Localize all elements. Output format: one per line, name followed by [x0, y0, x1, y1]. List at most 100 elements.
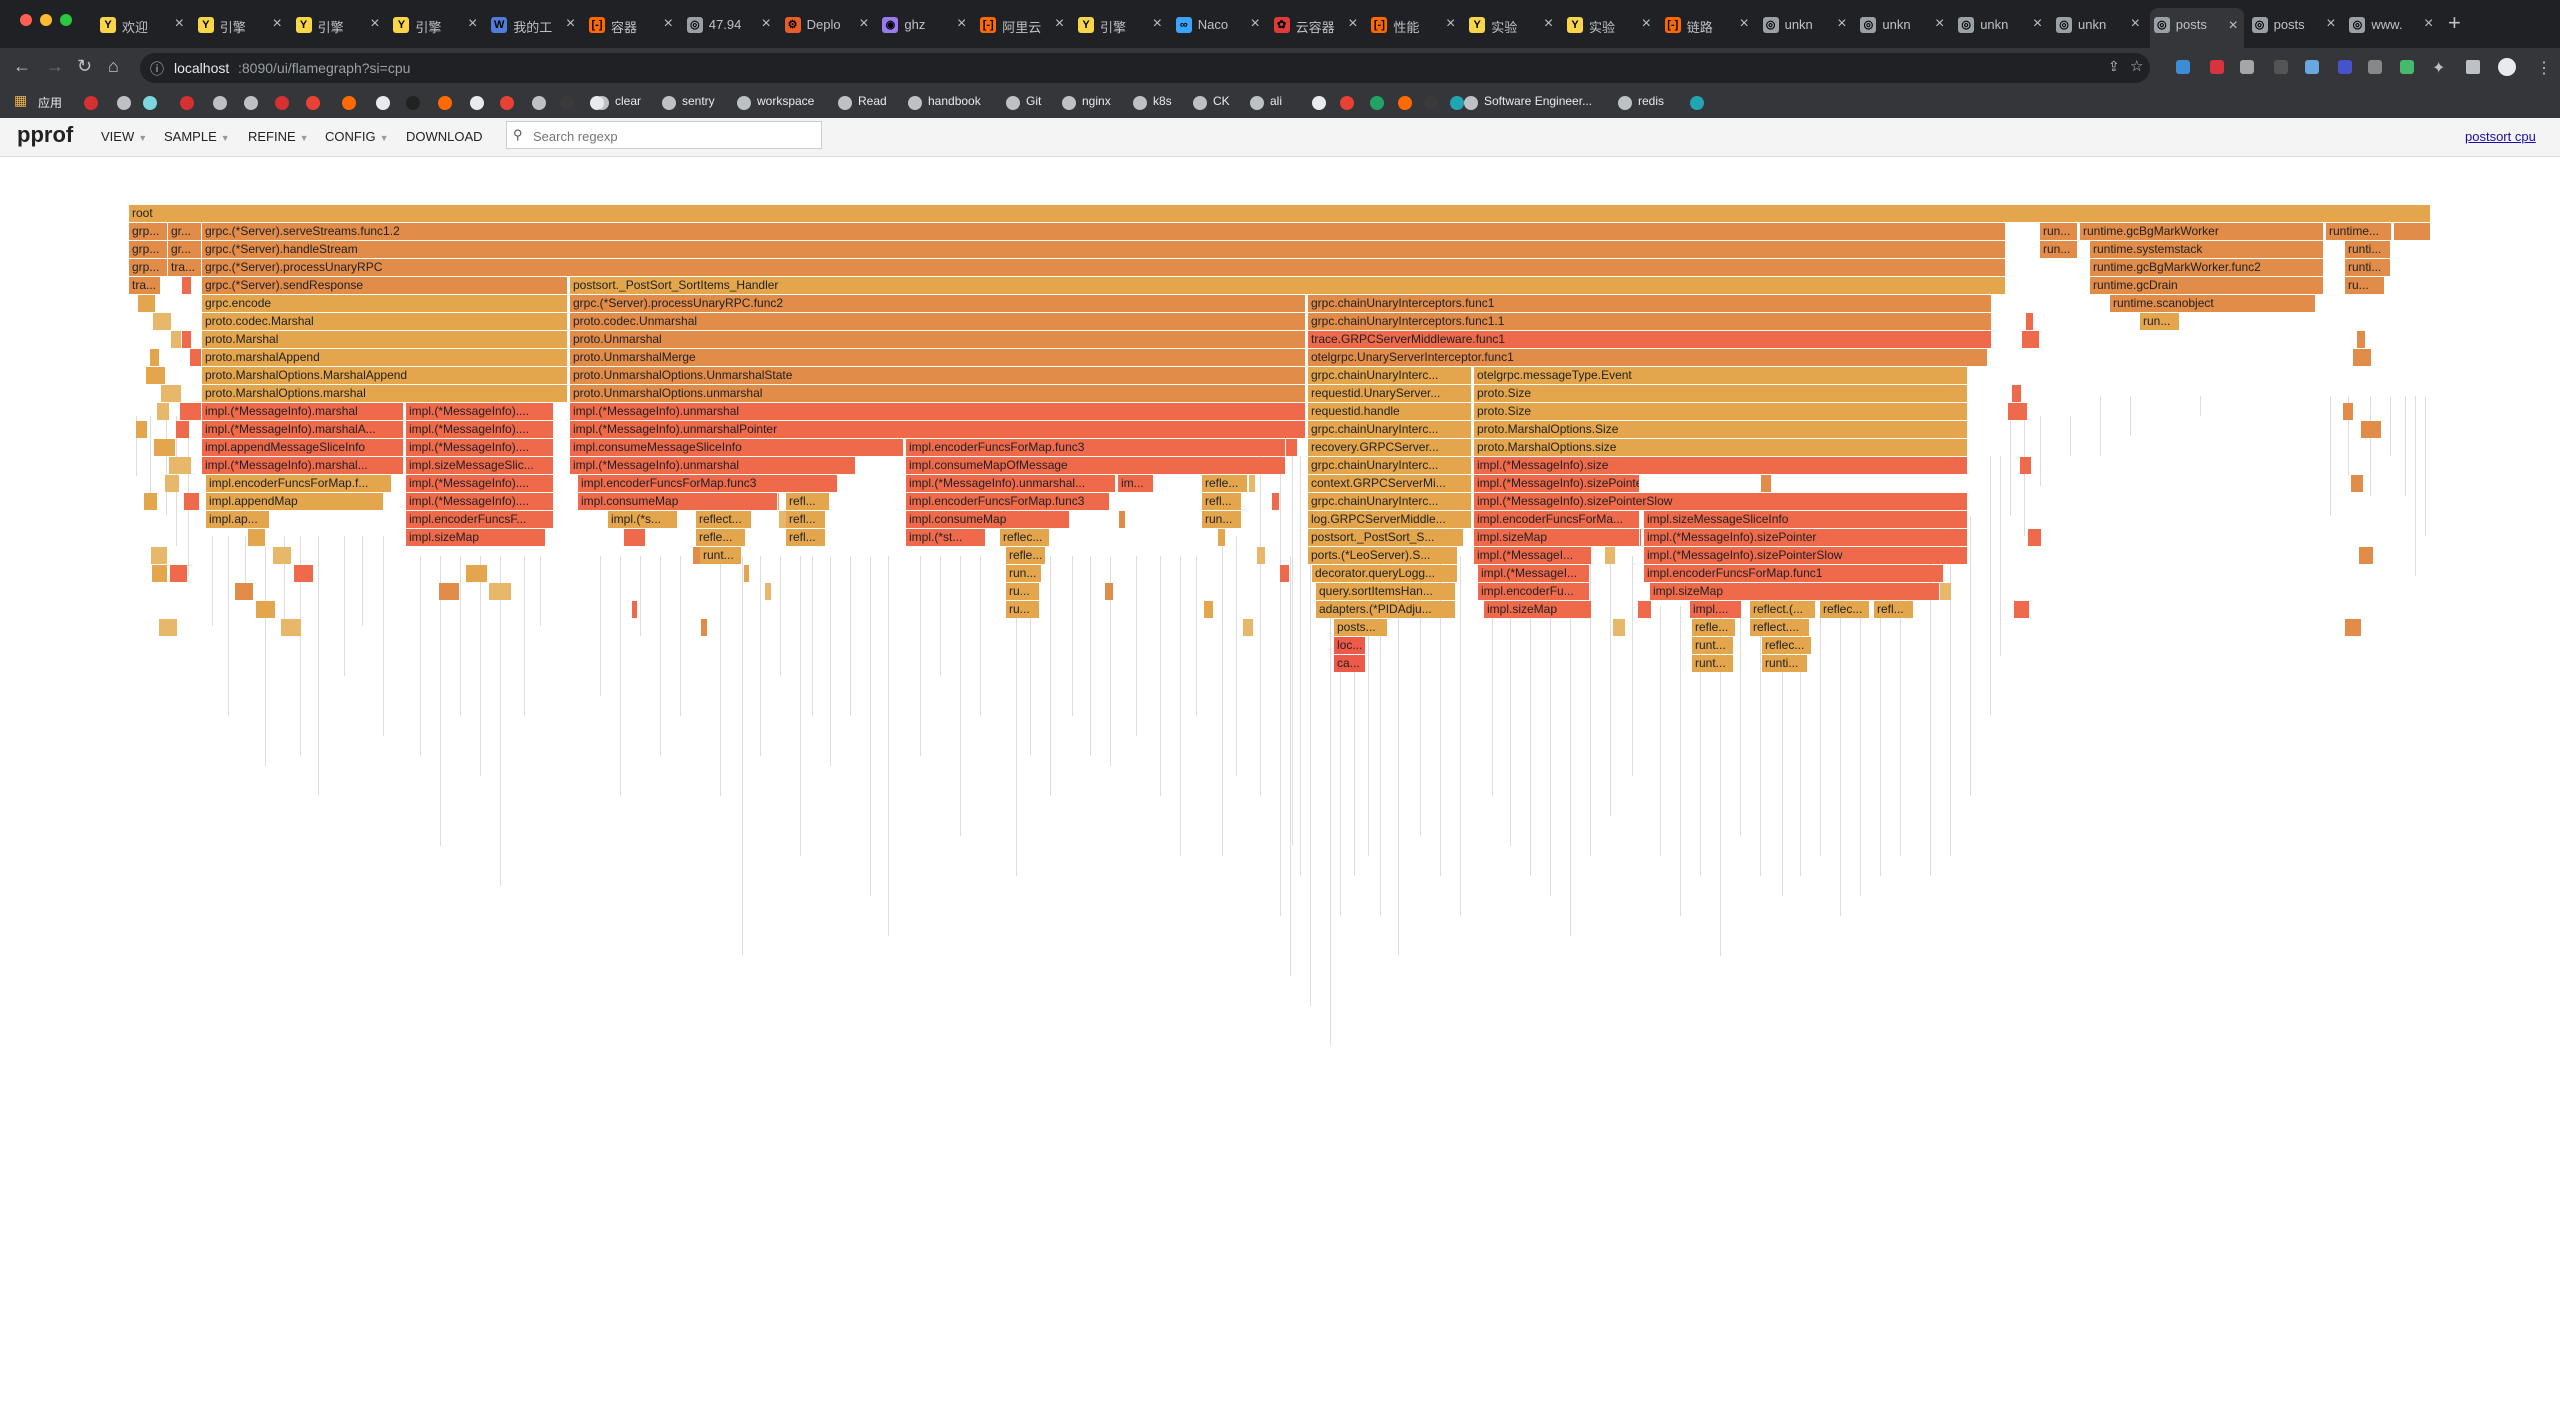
more-menu-icon[interactable]: ⋮: [2536, 60, 2552, 77]
flame-frame[interactable]: refle...: [1006, 547, 1046, 564]
flame-frame-filler[interactable]: [256, 601, 276, 618]
flame-frame[interactable]: proto.UnmarshalMerge: [570, 349, 1306, 366]
flame-frame[interactable]: ports.(*LeoServer).S...: [1308, 547, 1458, 564]
browser-tab[interactable]: Y 引擎 ×: [1074, 11, 1168, 39]
bookmark-icon[interactable]: [376, 96, 390, 110]
new-tab-button[interactable]: +: [2448, 10, 2461, 35]
flame-frame[interactable]: runtime...: [2326, 223, 2392, 240]
flame-frame-filler[interactable]: [157, 403, 170, 420]
flame-frame-filler[interactable]: [150, 349, 160, 366]
browser-tab[interactable]: Y 引擎 ×: [389, 11, 483, 39]
flame-frame-filler[interactable]: [1280, 565, 1290, 582]
tab-close-icon[interactable]: ×: [1543, 15, 1554, 32]
flame-frame[interactable]: impl.(*MessageInfo).sizePointer: [1644, 529, 1968, 546]
flame-frame[interactable]: impl.(*MessageInfo).unmarshalPointer: [570, 421, 1306, 438]
flame-frame[interactable]: run...: [2040, 223, 2078, 240]
flame-frame[interactable]: ca...: [1334, 655, 1366, 672]
flame-frame[interactable]: otelgrpc.UnaryServerInterceptor.func1: [1308, 349, 1988, 366]
flame-frame[interactable]: impl.(*st...: [906, 529, 986, 546]
bookmark-icon[interactable]: [532, 96, 546, 110]
tab-close-icon[interactable]: ×: [2326, 15, 2336, 32]
flame-frame[interactable]: tra...: [129, 277, 161, 294]
flame-frame-filler[interactable]: [2026, 313, 2034, 330]
flame-frame[interactable]: grpc.chainUnaryInterc...: [1308, 367, 1472, 384]
bookmark-icon[interactable]: [1370, 96, 1384, 110]
browser-tab[interactable]: ◎ posts ×: [2149, 8, 2244, 48]
bookmark-icon[interactable]: [143, 96, 157, 110]
tab-close-icon[interactable]: ×: [2032, 15, 2043, 32]
minimize-window-button[interactable]: [40, 14, 52, 26]
flame-frame[interactable]: impl.(*MessageInfo).unmarshal...: [906, 475, 1116, 492]
bookmark-icon[interactable]: [500, 96, 514, 110]
flame-frame[interactable]: impl.encoderFuncsForMap.func3: [906, 493, 1110, 510]
flame-frame-filler[interactable]: [2343, 403, 2354, 420]
flame-frame-filler[interactable]: [2014, 601, 2030, 618]
flame-frame[interactable]: refle...: [696, 529, 746, 546]
flame-frame-filler[interactable]: [1119, 511, 1126, 528]
flame-frame[interactable]: impl.encoderFu...: [1478, 583, 1590, 600]
flame-frame[interactable]: impl.(*MessageI...: [1478, 565, 1590, 582]
flame-frame-filler[interactable]: [2361, 421, 2382, 438]
tab-close-icon[interactable]: ×: [565, 15, 576, 32]
browser-tab[interactable]: ◎ unkn ×: [1759, 11, 1853, 39]
flame-frame[interactable]: [2394, 223, 2431, 240]
flame-frame-filler[interactable]: [165, 475, 180, 492]
tab-close-icon[interactable]: ×: [1641, 15, 1651, 32]
browser-tab[interactable]: [-] 容器 ×: [585, 11, 679, 39]
flame-frame[interactable]: grpc.chainUnaryInterceptors.func1.1: [1308, 313, 1992, 330]
browser-tab[interactable]: ✿ 云容器 ×: [1270, 11, 1364, 39]
flame-frame-filler[interactable]: [1937, 583, 1952, 600]
flame-frame-filler[interactable]: [1638, 601, 1652, 618]
flame-frame[interactable]: proto.marshalAppend: [202, 349, 568, 366]
address-bar[interactable]: ⓘ localhost :8090/ui/flamegraph?si=cpu ⇪…: [140, 53, 2150, 83]
flame-frame-filler[interactable]: [146, 367, 166, 384]
flame-frame[interactable]: root: [129, 205, 2431, 222]
menu-view[interactable]: VIEW ▼: [101, 129, 148, 144]
tab-close-icon[interactable]: ×: [468, 15, 478, 32]
flame-frame[interactable]: grpc.(*Server).processUnaryRPC.func2: [570, 295, 1306, 312]
flame-frame-filler[interactable]: [466, 565, 488, 582]
browser-tab[interactable]: [-] 阿里云 ×: [976, 11, 1070, 39]
flame-frame[interactable]: grpc.chainUnaryInterc...: [1308, 457, 1472, 474]
flame-frame-filler[interactable]: [235, 583, 254, 600]
flame-frame[interactable]: runt...: [700, 547, 742, 564]
browser-tab[interactable]: ∞ Naco ×: [1172, 11, 1266, 39]
bookmark-icon[interactable]: [306, 96, 320, 110]
flame-frame[interactable]: impl.(*MessageInfo).sizePointerSlow: [1644, 547, 1968, 564]
tab-close-icon[interactable]: ×: [2228, 17, 2238, 34]
flame-frame-filler[interactable]: [176, 421, 190, 438]
flame-frame[interactable]: query.sortItemsHan...: [1316, 583, 1456, 600]
flame-frame[interactable]: impl.(*MessageInfo).unmarshal: [570, 403, 1306, 420]
bookmark-icon[interactable]: [438, 96, 452, 110]
bookmark-item[interactable]: 应用: [38, 96, 63, 110]
flame-frame[interactable]: runtime.gcDrain: [2090, 277, 2324, 294]
bookmark-icon[interactable]: [560, 96, 574, 110]
bookmark-icon[interactable]: [180, 96, 194, 110]
flame-frame[interactable]: impl.(*MessageInfo).marshal: [202, 403, 404, 420]
bookmark-icon[interactable]: [1340, 96, 1354, 110]
flame-frame[interactable]: impl.(*MessageInfo).unmarshal: [570, 457, 856, 474]
bookmark-icon[interactable]: [275, 96, 289, 110]
flame-frame[interactable]: grp...: [129, 241, 168, 258]
menu-config[interactable]: CONFIG ▼: [325, 129, 389, 144]
tab-close-icon[interactable]: ×: [174, 15, 184, 32]
flame-frame-filler[interactable]: [1605, 547, 1616, 564]
flame-frame-filler[interactable]: [273, 547, 292, 564]
flame-frame-filler[interactable]: [624, 529, 646, 546]
flame-frame-filler[interactable]: [1249, 475, 1256, 492]
flame-frame[interactable]: posts...: [1334, 619, 1388, 636]
flame-frame[interactable]: requestid.handle: [1308, 403, 1472, 420]
flame-frame[interactable]: proto.MarshalOptions.marshal: [202, 385, 568, 402]
flame-frame-filler[interactable]: [180, 403, 202, 420]
flame-frame[interactable]: proto.codec.Unmarshal: [570, 313, 1306, 330]
flame-frame-filler[interactable]: [439, 583, 460, 600]
flame-frame[interactable]: impl.(*s...: [608, 511, 678, 528]
bookmark-item[interactable]: ali: [1270, 94, 1283, 108]
flame-frame[interactable]: impl.appendMap: [206, 493, 384, 510]
bookmark-icon[interactable]: [1398, 96, 1412, 110]
flame-frame[interactable]: otelgrpc.messageType.Event: [1474, 367, 1968, 384]
extension-icon[interactable]: [2176, 60, 2190, 74]
flame-frame-filler[interactable]: [701, 619, 708, 636]
flame-frame-filler[interactable]: [2357, 331, 2366, 348]
flame-frame[interactable]: grpc.(*Server).serveStreams.func1.2: [202, 223, 2006, 240]
